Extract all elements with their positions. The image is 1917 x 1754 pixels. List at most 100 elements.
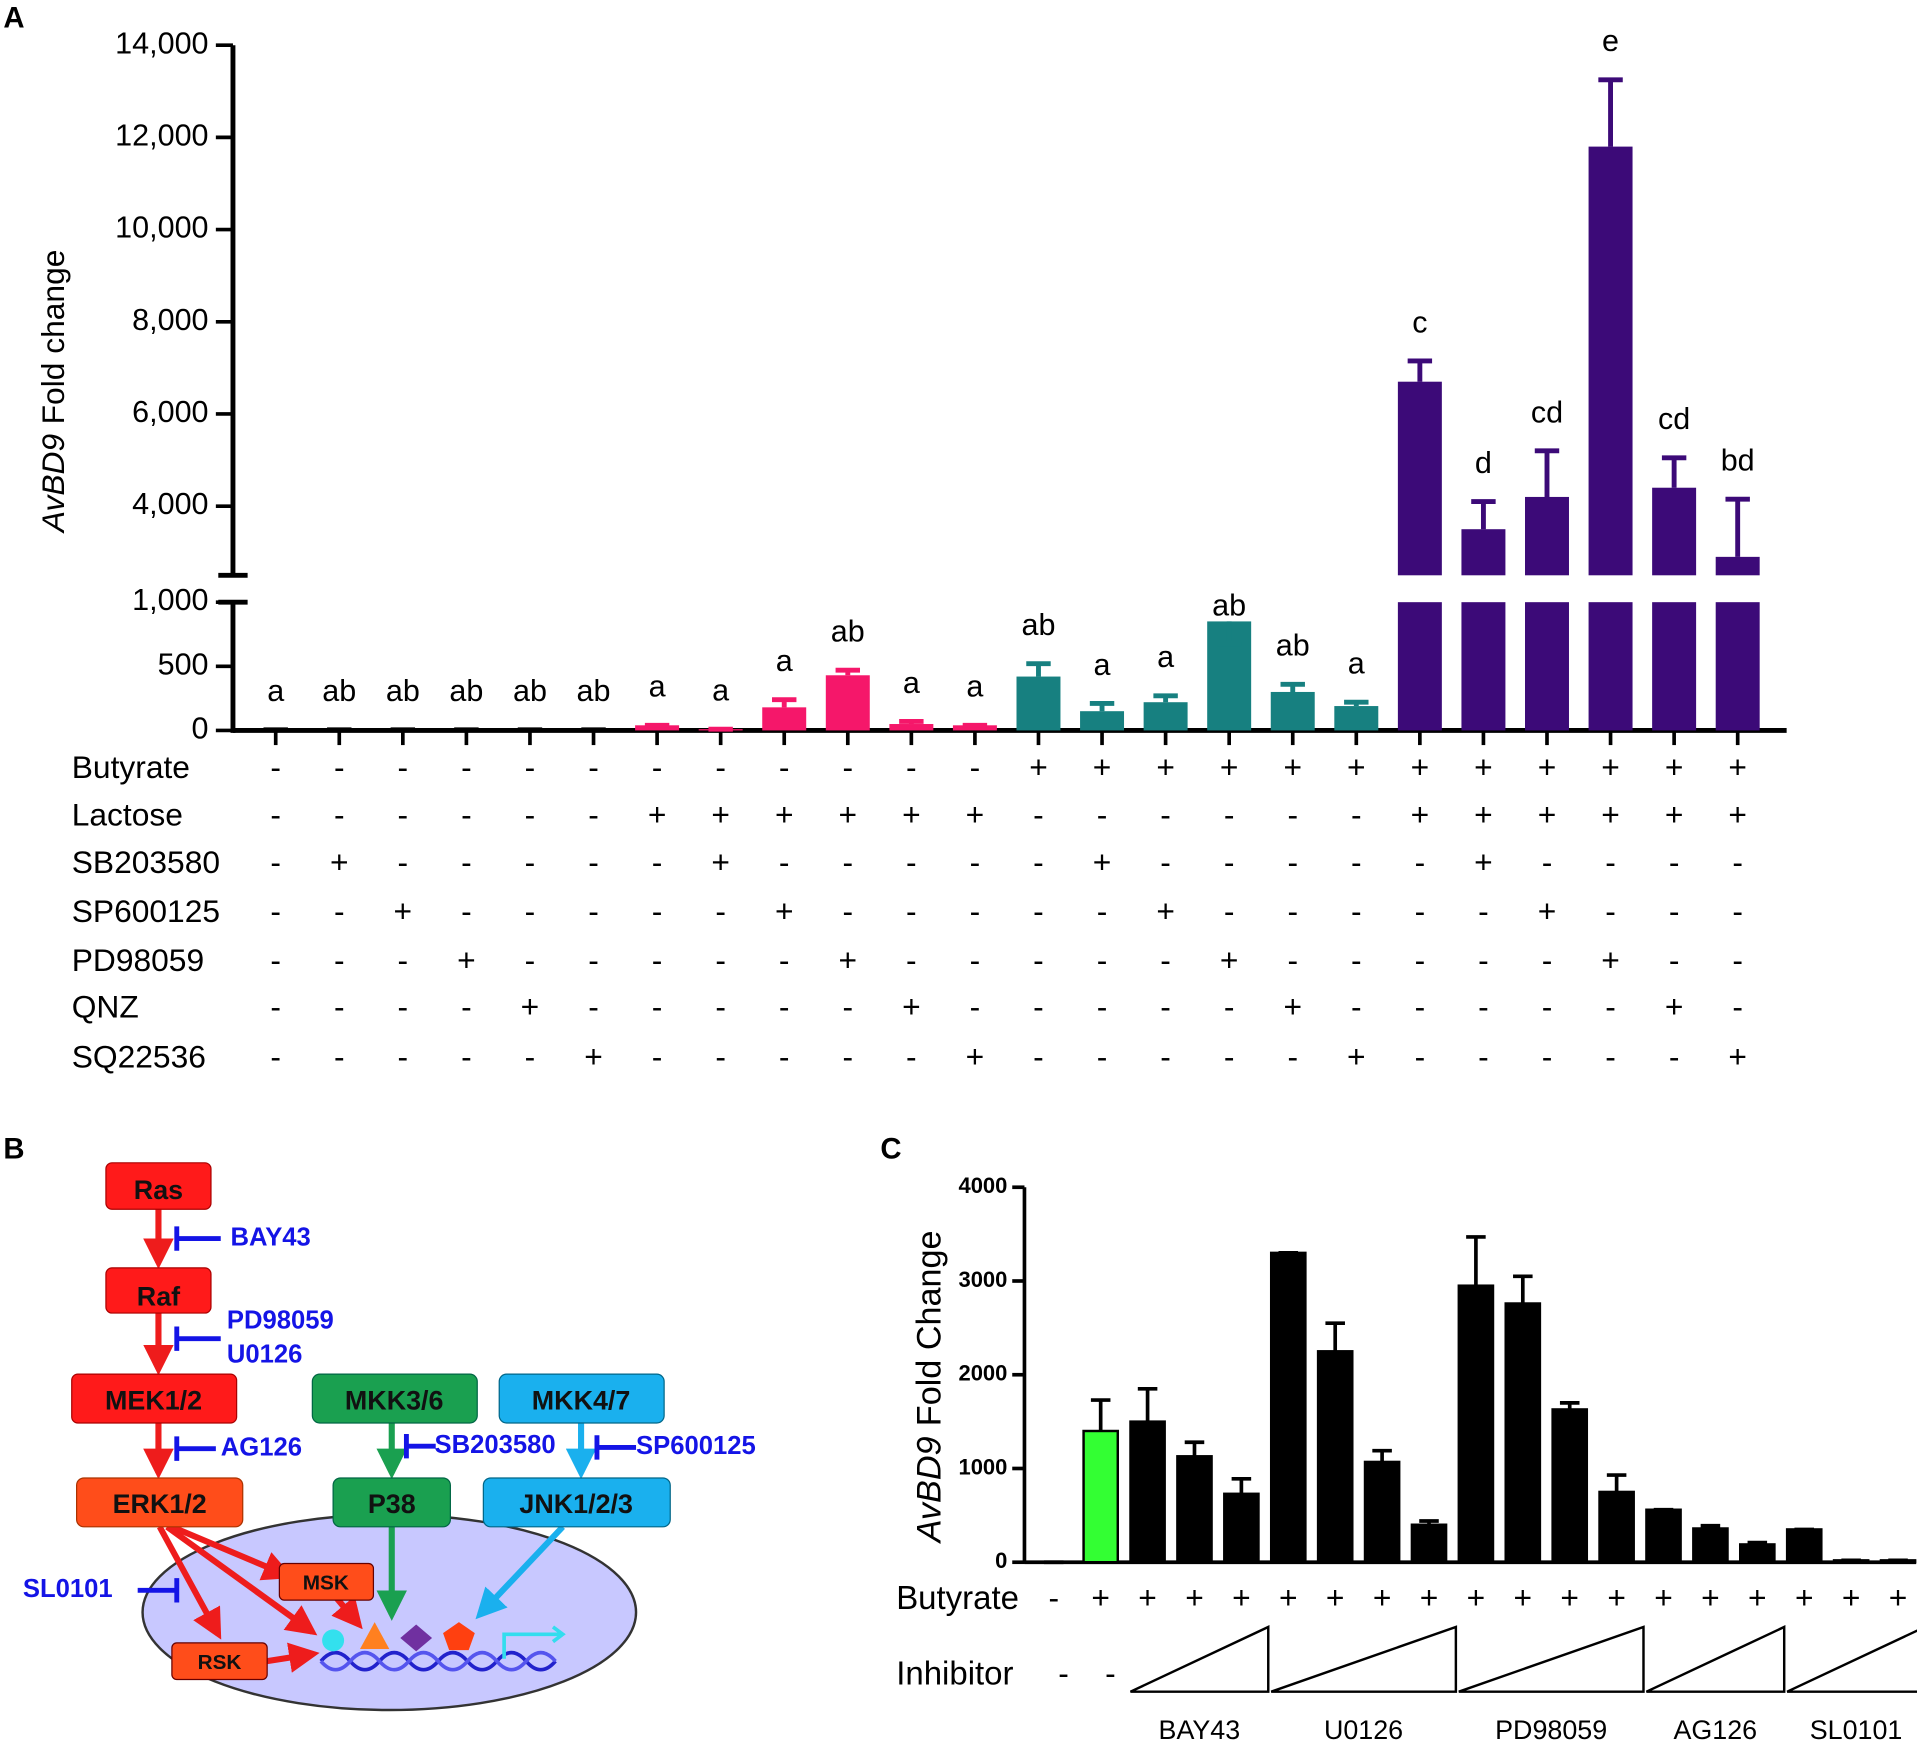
treatment-sign: - [1605,893,1616,929]
row-name: Butyrate [896,1579,1019,1616]
treatment-sign: - [652,1038,663,1074]
treatment-sign: + [1156,893,1175,929]
error-bar [1184,1440,1205,1457]
treatment-sign: - [525,797,536,833]
bar [1143,702,1188,731]
treatment-sign: - [1478,942,1489,978]
treatment-sign: + [1665,988,1684,1024]
error-bar [1513,1274,1533,1304]
bar [635,725,680,731]
node: ERK1/2 [76,1477,244,1528]
treatment-sign: + [1665,749,1684,785]
treatment-sign: - [334,942,345,978]
factor [359,1622,390,1649]
treatment-sign: - [715,893,726,929]
factor [400,1624,433,1652]
treatment-sign: - [334,749,345,785]
treatment-sign: - [1669,942,1680,978]
treatment-sign: - [1351,893,1362,929]
treatment-sign: + [1474,844,1493,880]
bar [1739,1543,1776,1564]
inhibitor-label: PD98059 [227,1306,334,1334]
treatment-sign: - [398,797,409,833]
bar [1397,381,1442,576]
bar [825,675,870,731]
treatment-sign: + [1283,749,1302,785]
node-label: P38 [368,1489,416,1519]
treatment-sign: + [1347,749,1366,785]
error-bar [1344,699,1369,707]
y-axis-label-italic: AvBD9 [35,434,71,534]
node-label: ERK1/2 [113,1489,207,1519]
treatment-sign: - [398,942,409,978]
y-tick-label: 0 [995,1548,1007,1573]
treatment-sign: - [1097,797,1108,833]
row-sign: + [1138,1579,1157,1615]
bar [1715,602,1760,731]
significance-label: cd [1658,402,1690,436]
treatment-sign: + [839,942,858,978]
treatment-sign: - [525,749,536,785]
error-bar [1280,681,1305,692]
y-tick-label: 1,000 [132,583,208,617]
treatment-sign: - [1287,797,1298,833]
factor [443,1622,475,1651]
treatment-sign: - [1478,1038,1489,1074]
treatment-sign: - [1351,797,1362,833]
bar [889,724,934,731]
y-tick-label: 10,000 [115,211,208,245]
bar [1588,602,1633,731]
bar [1016,676,1061,731]
inhibition-marks [137,1226,637,1603]
treatment-sign: - [398,1038,409,1074]
dna [319,1625,566,1672]
y-tick-label: 12,000 [115,118,208,152]
treatment-sign: + [1538,749,1557,785]
group-label: BAY43 [1159,1715,1241,1745]
treatment-sign: - [525,893,536,929]
row-sign: + [1889,1579,1908,1615]
treatment-sign: - [1224,988,1235,1024]
significance-label: d [1475,446,1492,480]
treatment-sign: - [588,942,599,978]
treatment-sign: - [715,1038,726,1074]
error-bar [1559,1401,1580,1410]
treatment-sign: + [330,844,349,880]
treatment-sign: - [1542,1038,1553,1074]
treatment-sign: - [588,844,599,880]
treatment-sign: + [1347,1038,1366,1074]
bar [1410,1523,1448,1564]
treatment-sign: - [1732,893,1743,929]
error-bar [1598,77,1623,147]
treatment-sign: - [1478,893,1489,929]
treatment-sign: - [270,988,281,1024]
bar [1785,1528,1823,1564]
treatment-sign: - [1097,988,1108,1024]
treatment-sign: - [270,844,281,880]
treatment-sign: - [1224,893,1235,929]
bar [1223,1492,1260,1564]
treatment-name: QNZ [72,988,139,1024]
treatment-sign: + [966,1038,985,1074]
node: MEK1/2 [71,1373,238,1424]
significance-label: bd [1721,444,1755,478]
inhibitor-label: U0126 [227,1341,303,1369]
treatment-sign: - [652,942,663,978]
bar [1129,1420,1166,1564]
treatment-sign: - [1033,844,1044,880]
node-box [71,1373,238,1424]
error-bar [1725,496,1750,557]
row-sign: - [1048,1579,1059,1615]
bar [1598,1490,1635,1564]
dose-triangle [1270,1625,1458,1693]
significance-label: ab [513,674,547,708]
error-bar [1216,621,1242,647]
y-axis-label: AvBD9 Fold change [35,250,71,535]
treatment-sign: + [1411,749,1430,785]
row-sign: + [1232,1579,1251,1615]
group-label: AG126 [1673,1715,1757,1745]
treatment-sign: - [1160,988,1171,1024]
error-bar [1534,448,1560,497]
treatment-sign: + [1601,797,1620,833]
